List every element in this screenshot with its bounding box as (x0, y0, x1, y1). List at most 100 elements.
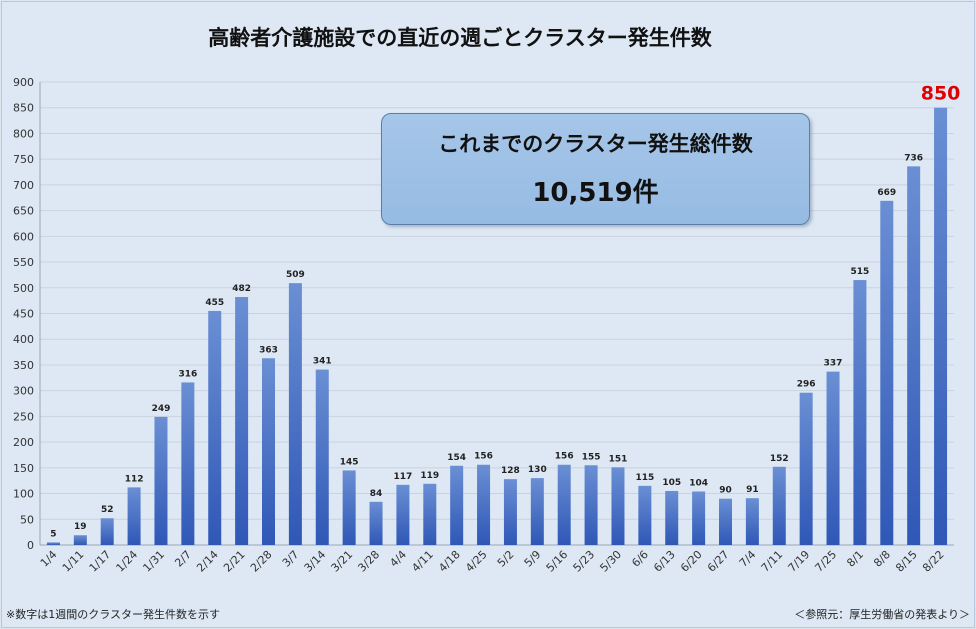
x-tick-label: 4/4 (387, 548, 409, 570)
y-tick-label: 250 (13, 410, 34, 423)
data-label: 736 (904, 153, 923, 163)
data-label-highlight: 850 (921, 83, 961, 105)
source-note: ＜参照元：厚生労働省の発表より＞ (794, 608, 970, 621)
y-tick-label: 450 (13, 308, 34, 321)
data-label: 341 (313, 357, 332, 367)
bar-3/7 (288, 283, 302, 545)
data-label: 669 (877, 188, 896, 198)
bar-3/14 (315, 369, 329, 545)
x-tick-label: 3/7 (280, 548, 302, 570)
data-label: 117 (394, 472, 413, 482)
y-tick-label: 850 (13, 102, 34, 115)
x-tick-label: 4/25 (463, 548, 490, 575)
y-tick-label: 700 (13, 179, 34, 192)
x-tick-label: 5/23 (571, 548, 598, 575)
x-tick-label: 2/28 (248, 548, 275, 575)
y-tick-label: 50 (20, 513, 34, 526)
y-tick-label: 750 (13, 153, 34, 166)
data-label: 363 (259, 345, 278, 355)
x-tick-label: 1/11 (60, 548, 87, 575)
bar-1/11 (73, 535, 87, 545)
bar-4/18 (450, 465, 464, 545)
data-label: 249 (152, 404, 171, 414)
data-label: 152 (770, 454, 789, 464)
x-tick-label: 2/7 (172, 548, 194, 570)
bar-5/23 (584, 465, 598, 545)
bar-1/4 (46, 542, 60, 545)
bar-2/21 (235, 297, 249, 545)
bar-7/25 (826, 371, 840, 545)
data-label: 509 (286, 270, 305, 280)
bar-6/27 (719, 498, 732, 545)
x-tick-label: 5/16 (544, 548, 571, 575)
x-tick-label: 4/11 (409, 548, 436, 575)
bar-6/13 (665, 490, 679, 545)
x-tick-label: 7/11 (759, 548, 786, 575)
bar-4/4 (396, 484, 410, 545)
bar-8/8 (880, 200, 894, 545)
data-label: 156 (474, 452, 493, 462)
bar-1/24 (127, 487, 141, 545)
y-tick-label: 0 (27, 539, 34, 552)
bar-7/19 (799, 392, 813, 545)
x-tick-label: 3/21 (329, 548, 356, 575)
total-count-value: 10,519件 (532, 178, 659, 208)
data-label: 19 (74, 522, 87, 532)
data-label: 151 (609, 454, 628, 464)
x-tick-label: 2/14 (194, 548, 221, 575)
x-tick-label: 8/22 (920, 548, 947, 575)
x-tick-label: 1/31 (140, 548, 167, 575)
x-tick-label: 6/13 (651, 548, 678, 575)
bar-2/7 (181, 382, 195, 545)
bar-8/1 (853, 280, 867, 545)
bar-1/31 (154, 416, 168, 545)
y-tick-label: 100 (13, 488, 34, 501)
bar-8/15 (907, 166, 921, 545)
total-count-title: これまでのクラスター発生総件数 (438, 132, 753, 156)
bar-5/16 (557, 464, 571, 545)
data-label: 316 (178, 369, 197, 379)
x-tick-label: 1/4 (38, 548, 60, 570)
x-tick-label: 7/25 (812, 548, 839, 575)
bar-6/6 (638, 485, 652, 545)
x-tick-label: 1/24 (114, 548, 141, 575)
x-tick-label: 6/6 (629, 548, 651, 570)
x-tick-label: 2/21 (221, 548, 248, 575)
x-tick-label: 8/1 (844, 548, 866, 570)
x-tick-label: 5/2 (495, 548, 517, 570)
bar-4/11 (423, 483, 437, 545)
x-tick-label: 5/9 (522, 548, 544, 570)
data-label: 296 (797, 380, 816, 390)
y-tick-label: 900 (13, 76, 34, 89)
data-label: 515 (851, 267, 870, 277)
x-tick-label: 6/20 (678, 548, 705, 575)
bar-4/25 (477, 464, 491, 545)
bar-2/28 (262, 358, 275, 545)
bar-7/4 (745, 498, 759, 545)
x-tick-label: 4/18 (436, 548, 463, 575)
y-tick-label: 800 (13, 127, 34, 140)
data-label: 154 (447, 453, 466, 463)
data-label: 337 (824, 359, 843, 369)
x-tick-label: 7/4 (737, 548, 759, 570)
data-label: 104 (689, 478, 708, 488)
bar-1/17 (100, 518, 114, 545)
chart-title: 高齢者介護施設での直近の週ごとクラスター発生件数 (208, 26, 712, 50)
data-label: 91 (746, 485, 759, 495)
footnote: ※数字は1週間のクラスター発生件数を示す (6, 608, 220, 621)
total-count-box: これまでのクラスター発生総件数 10,519件 (381, 113, 810, 225)
data-label: 130 (528, 465, 547, 475)
x-tick-label: 5/30 (597, 548, 624, 575)
y-tick-label: 500 (13, 282, 34, 295)
data-label: 156 (555, 452, 574, 462)
x-tick-label: 8/8 (871, 548, 893, 570)
x-tick-label: 3/14 (302, 548, 329, 575)
data-label: 119 (420, 471, 439, 481)
x-tick-label: 3/28 (355, 548, 382, 575)
x-tick-label: 6/27 (705, 548, 732, 575)
data-label: 5 (50, 529, 56, 539)
y-tick-label: 200 (13, 436, 34, 449)
bar-8/22 (934, 107, 948, 545)
y-tick-label: 400 (13, 333, 34, 346)
